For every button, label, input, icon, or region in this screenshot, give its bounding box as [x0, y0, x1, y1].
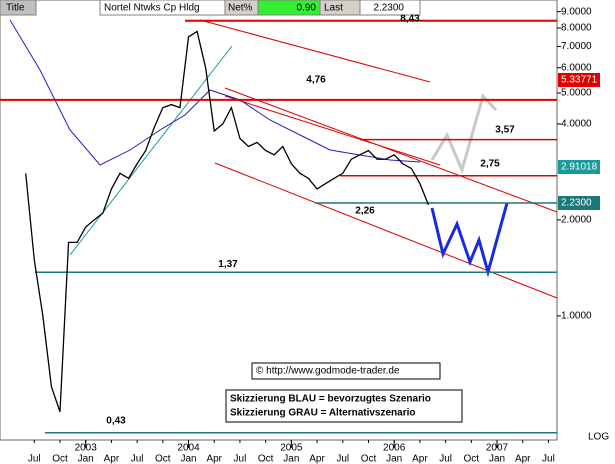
level-label: 1,37: [218, 259, 238, 270]
legend-text: Skizzierung GRAU = Alternativszenario: [230, 408, 416, 419]
year-label: 2004: [177, 443, 200, 454]
x-tick-label: Oct: [258, 454, 274, 464]
y-tick-label: 9.0000: [561, 6, 592, 17]
x-tick-label: Jul: [28, 454, 41, 464]
x-tick-label: Jan: [180, 454, 196, 464]
x-tick-label: Jul: [542, 454, 555, 464]
y-tick-label: 1.0000: [561, 311, 592, 322]
channel-line: [224, 87, 558, 213]
x-tick-label: Jan: [386, 454, 402, 464]
last-label: Last: [324, 3, 343, 14]
x-tick-label: Apr: [309, 454, 325, 464]
channel-line: [214, 162, 558, 299]
header-box: [359, 0, 421, 16]
last-value: 2.2300: [373, 3, 404, 14]
moving-average: [9, 19, 421, 166]
x-tick-label: Jul: [336, 454, 349, 464]
price-line: [25, 30, 430, 413]
channel-line: [224, 95, 441, 166]
header-name: Nortel Ntwks Cp Hldg: [104, 3, 200, 14]
price-tag-label: 5.33771: [561, 75, 598, 86]
net-value: 0.90: [297, 3, 317, 14]
year-label: 2006: [383, 443, 406, 454]
x-tick-label: Apr: [515, 454, 531, 464]
x-tick-label: Jan: [283, 454, 299, 464]
x-tick-label: Apr: [412, 454, 428, 464]
y-tick-label: 7.0000: [561, 41, 592, 52]
legend-box: [225, 389, 463, 423]
level-label: 0,43: [106, 415, 126, 426]
x-tick-label: Apr: [206, 454, 222, 464]
year-label: 2003: [75, 443, 98, 454]
price-tag-label: 2.2300: [561, 198, 592, 209]
trend-line: [199, 19, 431, 83]
legend-text: Skizzierung BLAU = bevorzugtes Szenario: [230, 394, 431, 405]
level-label: 4,76: [306, 74, 326, 85]
price-tag: [558, 196, 600, 210]
trend-line: [69, 45, 233, 256]
x-tick-label: Jul: [131, 454, 144, 464]
x-tick-label: Jul: [439, 454, 452, 464]
x-tick-label: Jul: [234, 454, 247, 464]
year-label: 2005: [280, 443, 303, 454]
net-label: Net%: [228, 3, 253, 14]
header-box: [0, 0, 37, 16]
price-tag: [558, 73, 600, 87]
x-tick-label: Oct: [464, 454, 480, 464]
level-label: 3,57: [495, 124, 515, 135]
level-label: 2,75: [480, 158, 500, 169]
x-tick-label: Apr: [104, 454, 120, 464]
y-tick-label: 5.0000: [561, 88, 592, 99]
header-title: Title: [6, 3, 25, 14]
y-tick-label: 6.0000: [561, 62, 592, 73]
price-tag: [558, 160, 600, 174]
y-tick-label: 4.0000: [561, 119, 592, 130]
copyright: © http://www.godmode-trader.de: [256, 366, 400, 377]
y-tick-label: 8.0000: [561, 23, 592, 34]
x-tick-label: Oct: [52, 454, 68, 464]
x-tick-label: Jan: [489, 454, 505, 464]
copyright-box: [251, 362, 441, 380]
level-label: 2,26: [355, 206, 375, 217]
x-tick-label: Oct: [361, 454, 377, 464]
year-label: 2007: [486, 443, 509, 454]
level-label: 8,43: [400, 13, 420, 24]
x-tick-label: Oct: [155, 454, 171, 464]
x-tick-label: Jan: [78, 454, 94, 464]
scale-label: LOG: [588, 432, 609, 443]
y-tick-label: 2.0000: [561, 215, 592, 226]
price-tag-label: 2.91018: [561, 162, 598, 173]
